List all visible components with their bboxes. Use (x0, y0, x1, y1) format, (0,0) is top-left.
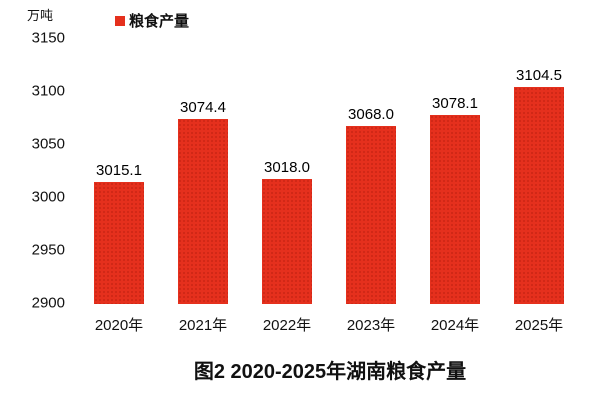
bar-2024年 (430, 115, 480, 304)
bar-value-label: 3078.1 (432, 95, 478, 112)
bar-value-label: 3074.4 (180, 99, 226, 116)
y-axis-unit-label: 万吨 (27, 8, 54, 23)
legend-label: 粮食产量 (129, 13, 190, 30)
y-axis-tick-label: 2950 (31, 241, 65, 259)
x-axis-label-2023年: 2023年 (346, 317, 396, 334)
bar-value-label: 3104.5 (516, 67, 562, 84)
legend: 粮食产量 (115, 10, 189, 31)
y-axis-tick-label: 2900 (31, 294, 65, 312)
x-axis-label-2020年: 2020年 (94, 317, 144, 334)
bar-2023年 (346, 126, 396, 304)
legend-swatch-icon (115, 16, 125, 26)
y-axis-tick-label: 3150 (31, 29, 65, 47)
bar-value-label: 3068.0 (348, 106, 394, 123)
chart-title: 图2 2020-2025年湖南粮食产量 (193, 361, 467, 383)
x-axis-label-2025年: 2025年 (514, 317, 564, 334)
y-axis-tick-label: 3000 (31, 188, 65, 206)
bar-value-label: 3015.1 (96, 162, 142, 179)
y-axis-tick-label: 3050 (31, 135, 65, 153)
bar-2020年 (94, 182, 144, 304)
bar-2021年 (178, 119, 228, 304)
x-axis-label-2024年: 2024年 (430, 317, 480, 334)
x-axis-label-2022年: 2022年 (262, 317, 312, 334)
bar-2022年 (262, 179, 312, 304)
bar-2025年 (514, 87, 564, 304)
bar-value-label: 3018.0 (264, 159, 310, 176)
x-axis-label-2021年: 2021年 (178, 317, 228, 334)
y-axis-tick-label: 3100 (31, 82, 65, 100)
